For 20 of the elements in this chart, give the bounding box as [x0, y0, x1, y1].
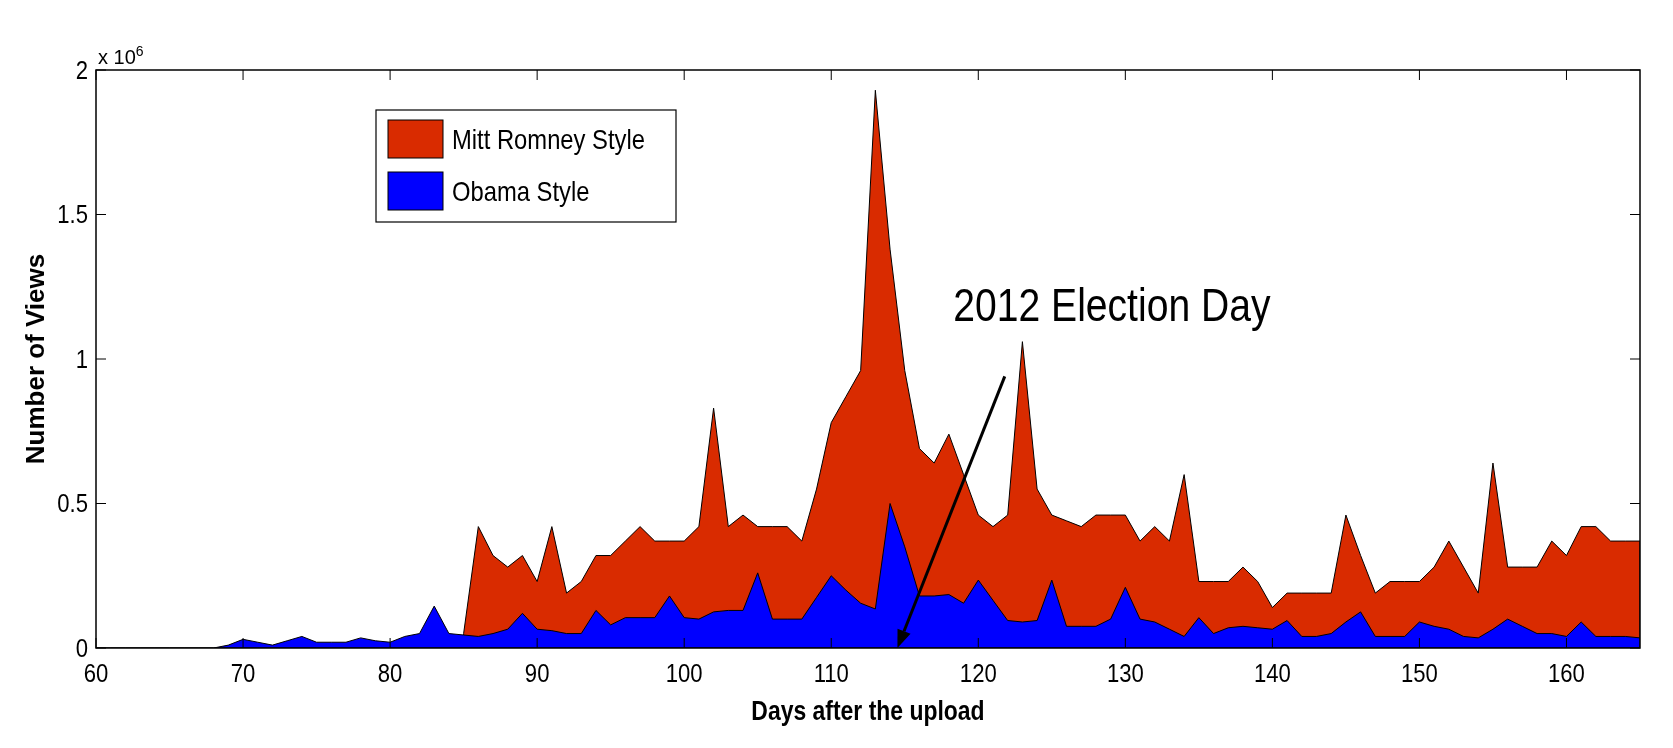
legend-label: Obama Style: [452, 175, 590, 208]
x-tick-label: 140: [1253, 658, 1291, 688]
x-tick-label: 110: [813, 658, 849, 688]
x-tick-label: 150: [1401, 658, 1438, 688]
x-tick-label: 80: [377, 658, 403, 688]
y-tick-label: 0.5: [57, 488, 88, 518]
y-tick-label: 1: [75, 344, 88, 374]
y-tick-label: 2: [75, 55, 88, 85]
x-axis-title: Days after the upload: [751, 695, 985, 726]
y-axis-title: Number of Views: [20, 253, 50, 465]
x-tick-label: 90: [524, 658, 550, 688]
x-tick-label: 100: [665, 658, 703, 688]
x-tick-label: 120: [959, 658, 997, 688]
annotation: 2012 Election Day: [953, 279, 1272, 332]
x-tick-label: 160: [1548, 658, 1585, 688]
y-tick-label: 1.5: [57, 199, 88, 229]
x-tick-label: 130: [1106, 658, 1144, 688]
x-tick-label: 70: [230, 658, 256, 688]
text: x 10$^{6}$: [98, 43, 144, 68]
legend-label: Mitt Romney Style: [452, 123, 645, 156]
